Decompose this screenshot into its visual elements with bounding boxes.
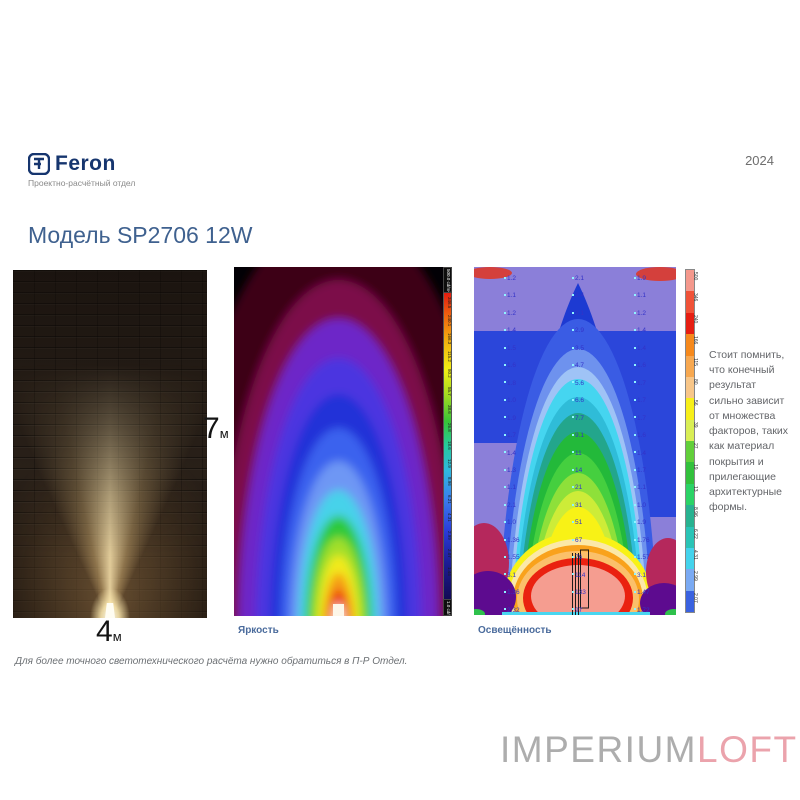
fixture-mast (572, 549, 589, 615)
colorbar-tick: 38.6 (447, 405, 452, 414)
illuminance-caption: Освещённость (478, 625, 552, 636)
year-label: 2024 (745, 153, 774, 168)
colorbar-segment-label: 80 (692, 378, 698, 385)
colorbar-segment-label: 27 (692, 443, 698, 449)
page-title: Модель SP2706 12W (28, 222, 253, 248)
luminance-caption: Яркость (238, 625, 279, 636)
side-note: Стоит помнить, что конечный результат си… (709, 349, 789, 514)
colorbar-segment: 166 (686, 334, 698, 356)
colorbar-segment: 19 (686, 462, 698, 484)
height-dimension-label: 7м (203, 414, 229, 444)
colorbar-segment: 4.31 (686, 547, 698, 570)
colorbar-segment: 115 (686, 355, 698, 377)
watermark-imperium: IMPERIUM (500, 729, 697, 770)
colorbar-segment: 500 (686, 270, 698, 292)
brand-subtitle: Проектно-расчётный отдел (28, 178, 136, 188)
colorbar-segment-label: 166 (692, 336, 698, 345)
watermark-loft: LOFT (697, 729, 798, 770)
colorbar-segment: 27 (686, 441, 698, 463)
colorbar-tick: 18.6 (447, 441, 452, 450)
width-unit: м (112, 629, 122, 644)
luminance-colorbar: 500.0 cd/m² 346.5 240.1 166.3 115.2 80.2 55.7… (443, 267, 457, 616)
colorbar-segment: 2.07 (686, 590, 698, 612)
colorbar-min-label: 1.0 cd/m² (443, 599, 452, 616)
light-fixture (105, 603, 115, 618)
feron-logo-icon (28, 153, 50, 175)
colorbar-tick: 240.1 (447, 315, 452, 327)
colorbar-tick: 80.2 (447, 369, 452, 378)
colorbar-segment-label: 8.96 (692, 507, 698, 517)
colorbar-tick: 55.7 (447, 387, 452, 396)
illuminance-plot: 1.2 1.1 1.2 1.4 1.5 1.6 1.8 1.0 1.9 1.7 1.4 1.3 1.1 2… (474, 267, 704, 616)
colorbar-segment-label: 500 (692, 272, 698, 281)
colorbar-segment: 2.99 (686, 569, 698, 591)
colorbar-segment-label: 2.99 (692, 571, 698, 581)
colorbar-segment-label: 39 (692, 421, 698, 428)
colorbar-segment-label: 115 (692, 357, 698, 366)
colorbar-segment-label: 240 (692, 314, 698, 324)
colorbar-segment-label: 56 (692, 400, 698, 406)
brand: Feron Проектно-расчётный отдел (28, 152, 135, 188)
colorbar-segment: 6.22 (686, 526, 698, 548)
luminance-plot: 500.0 cd/m² 346.5 240.1 166.3 115.2 80.2 55.7… (234, 267, 457, 616)
width-value: 4 (96, 615, 113, 648)
height-unit: м (219, 426, 229, 441)
colorbar-segment: 56 (686, 398, 698, 420)
colorbar-tick: 8.96 (447, 477, 452, 486)
illuminance-colorbar: 500 346 240 166 115 80 56 39 27 19 13 8.96 6.22 4.31 2… (685, 269, 698, 613)
light-beam (13, 270, 207, 618)
colorbar-segment-label: 6.22 (692, 528, 698, 539)
colorbar-gradient (443, 293, 452, 599)
colorbar-tick: 115.2 (447, 351, 452, 362)
illuminance-contour-map (474, 267, 676, 615)
photo-panel (13, 270, 207, 618)
colorbar-tick: 1.44 (447, 567, 452, 576)
colorbar-segment-label: 346 (692, 293, 698, 302)
colorbar-tick: 2.07 (447, 549, 452, 558)
luminance-heatmap (234, 267, 443, 616)
colorbar-tick: 4.31 (447, 513, 452, 522)
height-value: 7 (203, 412, 220, 445)
colorbar-segment-label: 4.31 (692, 549, 698, 560)
colorbar-segment: 39 (686, 419, 698, 441)
footer-note: Для более точного светотехнического расч… (15, 656, 408, 667)
colorbar-tick: 12.9 (447, 459, 452, 468)
colorbar-max-label: 500.0 cd/m² (443, 267, 452, 293)
colorbar-segment: 13 (686, 483, 698, 506)
colorbar-tick: 346.5 (447, 297, 452, 309)
colorbar-segment: 240 (686, 312, 698, 335)
watermark: IMPERIUMLOFT (500, 729, 796, 771)
colorbar-tick: 26.8 (447, 423, 452, 432)
width-dimension-label: 4м (96, 617, 122, 647)
colorbar-tick: 6.21 (447, 495, 452, 504)
colorbar-tick: 2.99 (447, 531, 452, 540)
colorbar-segment-label: 19 (692, 464, 698, 470)
colorbar-segment-label: 13 (692, 485, 698, 492)
colorbar-segment: 8.96 (686, 505, 698, 527)
colorbar-tick: 166.3 (447, 333, 452, 345)
colorbar-segment-label: 2.07 (692, 592, 698, 603)
brand-name: Feron (55, 152, 116, 175)
colorbar-segment: 346 (686, 291, 698, 313)
colorbar-segment: 80 (686, 376, 698, 399)
